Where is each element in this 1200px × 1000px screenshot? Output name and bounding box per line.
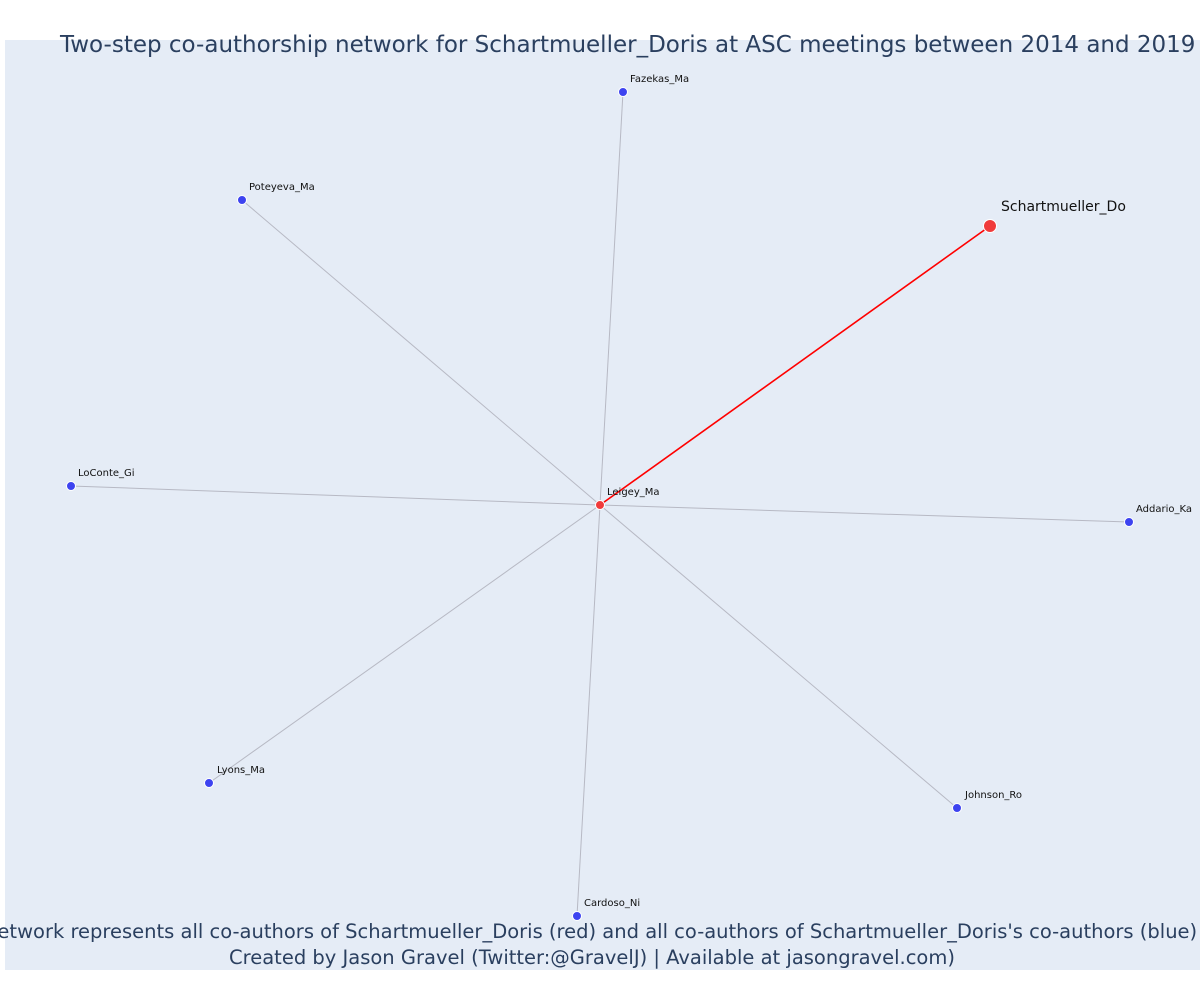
footer-line-2: Created by Jason Gravel (Twitter:@Gravel… [229, 946, 955, 969]
edge-Leigey_Ma-Poteyeva_Ma [241, 199, 601, 506]
edge-Leigey_Ma-Addario_Ka [599, 504, 1130, 523]
node-Leigey_Ma[interactable] [595, 500, 605, 510]
chart-title: Two-step co-authorship network for Schar… [59, 32, 1195, 58]
node-label-Cardoso_Ni: Cardoso_Ni [584, 898, 640, 909]
edge-Leigey_Ma-Schartmueller_Do [599, 225, 991, 506]
labels-layer: Schartmueller_Do Leigey_Ma Fazekas_Ma Potey… [78, 74, 1192, 909]
edge-Leigey_Ma-LoConte_Gi [70, 485, 601, 506]
node-label-Leigey_Ma: Leigey_Ma [607, 487, 660, 498]
node-label-Poteyeva_Ma: Poteyeva_Ma [249, 182, 315, 193]
nodes-layer [66, 87, 1134, 921]
node-Johnson_Ro[interactable] [952, 803, 962, 813]
node-Schartmueller_Do[interactable] [983, 219, 997, 233]
node-label-Schartmueller_Do: Schartmueller_Do [1001, 199, 1126, 215]
edge-Leigey_Ma-Cardoso_Ni [576, 504, 601, 917]
node-Cardoso_Ni[interactable] [572, 911, 582, 921]
node-label-Addario_Ka: Addario_Ka [1136, 504, 1192, 515]
node-label-Lyons_Ma: Lyons_Ma [217, 765, 265, 776]
node-label-Fazekas_Ma: Fazekas_Ma [630, 74, 689, 85]
node-Addario_Ka[interactable] [1124, 517, 1134, 527]
node-Lyons_Ma[interactable] [204, 778, 214, 788]
node-Fazekas_Ma[interactable] [618, 87, 628, 97]
node-LoConte_Gi[interactable] [66, 481, 76, 491]
edge-Leigey_Ma-Lyons_Ma [208, 504, 601, 784]
node-label-LoConte_Gi: LoConte_Gi [78, 468, 135, 479]
node-Poteyeva_Ma[interactable] [237, 195, 247, 205]
edges-layer [70, 91, 1130, 917]
node-label-Johnson_Ro: Johnson_Ro [964, 790, 1022, 801]
edge-Leigey_Ma-Fazekas_Ma [599, 91, 624, 506]
edge-Leigey_Ma-Johnson_Ro [599, 504, 958, 809]
footer-line-1: Network represents all co-authors of Sch… [0, 920, 1197, 943]
